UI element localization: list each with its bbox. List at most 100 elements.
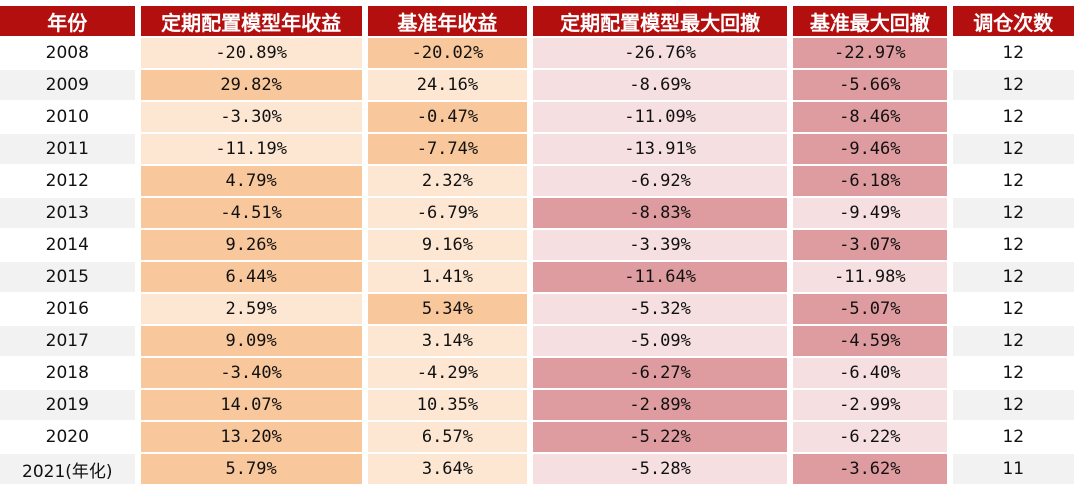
header-trades: 调仓次数 [952,6,1074,36]
trades-cell: 12 [952,324,1074,356]
table-row: 2010 -3.30% -0.47% -11.09% -8.46% 12 [0,100,1074,132]
bench-return-cell: 10.35% [367,388,528,420]
model-return-cell: 9.09% [140,324,362,356]
model-return-cell: -3.40% [140,356,362,388]
model-return-cell: 6.44% [140,260,362,292]
model-drawdown-cell: -6.27% [533,356,788,388]
model-drawdown-cell: -5.32% [533,292,788,324]
model-return-cell: 14.07% [140,388,362,420]
table-row: 2017 9.09% 3.14% -5.09% -4.59% 12 [0,324,1074,356]
bench-return-cell: 5.34% [367,292,528,324]
trades-cell: 12 [952,132,1074,164]
bench-drawdown-cell: -22.97% [793,36,947,68]
header-row: 年份 定期配置模型年收益 基准年收益 定期配置模型最大回撤 基准最大回撤 调仓次数 [0,6,1074,36]
trades-cell: 12 [952,420,1074,452]
table-row: 2008 -20.89% -20.02% -26.76% -22.97% 12 [0,36,1074,68]
year-cell: 2014 [0,228,135,260]
model-drawdown-cell: -13.91% [533,132,788,164]
table-row: 2015 6.44% 1.41% -11.64% -11.98% 12 [0,260,1074,292]
model-return-cell: 2.59% [140,292,362,324]
bench-return-cell: -4.29% [367,356,528,388]
year-cell: 2017 [0,324,135,356]
bench-drawdown-cell: -3.62% [793,452,947,484]
bench-drawdown-cell: -4.59% [793,324,947,356]
year-cell: 2010 [0,100,135,132]
year-cell: 2013 [0,196,135,228]
model-return-cell: 5.79% [140,452,362,484]
bench-drawdown-cell: -6.22% [793,420,947,452]
model-return-cell: -20.89% [140,36,362,68]
trades-cell: 12 [952,356,1074,388]
trades-cell: 12 [952,68,1074,100]
table-header: 年份 定期配置模型年收益 基准年收益 定期配置模型最大回撤 基准最大回撤 调仓次数 [0,6,1074,36]
trades-cell: 12 [952,388,1074,420]
table-row: 2013 -4.51% -6.79% -8.83% -9.49% 12 [0,196,1074,228]
year-cell: 2018 [0,356,135,388]
bench-return-cell: -6.79% [367,196,528,228]
table-row: 2019 14.07% 10.35% -2.89% -2.99% 12 [0,388,1074,420]
bench-drawdown-cell: -8.46% [793,100,947,132]
year-cell: 2008 [0,36,135,68]
table-row: 2012 4.79% 2.32% -6.92% -6.18% 12 [0,164,1074,196]
model-drawdown-cell: -26.76% [533,36,788,68]
table-row: 2014 9.26% 9.16% -3.39% -3.07% 12 [0,228,1074,260]
bench-drawdown-cell: -5.66% [793,68,947,100]
model-return-cell: 4.79% [140,164,362,196]
bench-return-cell: 9.16% [367,228,528,260]
model-drawdown-cell: -6.92% [533,164,788,196]
table-row: 2021(年化) 5.79% 3.64% -5.28% -3.62% 11 [0,452,1074,484]
year-cell: 2019 [0,388,135,420]
model-drawdown-cell: -5.22% [533,420,788,452]
model-return-cell: -11.19% [140,132,362,164]
bench-drawdown-cell: -5.07% [793,292,947,324]
bench-drawdown-cell: -9.46% [793,132,947,164]
bench-return-cell: 3.64% [367,452,528,484]
model-drawdown-cell: -5.28% [533,452,788,484]
bench-return-cell: 3.14% [367,324,528,356]
year-cell: 2009 [0,68,135,100]
year-cell: 2012 [0,164,135,196]
year-cell: 2016 [0,292,135,324]
year-cell: 2021(年化) [0,452,135,484]
bench-drawdown-cell: -9.49% [793,196,947,228]
header-model-return: 定期配置模型年收益 [140,6,362,36]
year-cell: 2011 [0,132,135,164]
bench-drawdown-cell: -11.98% [793,260,947,292]
trades-cell: 12 [952,100,1074,132]
model-return-cell: 13.20% [140,420,362,452]
model-return-cell: -4.51% [140,196,362,228]
trades-cell: 12 [952,36,1074,68]
year-cell: 2015 [0,260,135,292]
header-year: 年份 [0,6,135,36]
bench-return-cell: 6.57% [367,420,528,452]
bench-drawdown-cell: -3.07% [793,228,947,260]
trades-cell: 12 [952,164,1074,196]
bench-return-cell: 2.32% [367,164,528,196]
bench-return-cell: -20.02% [367,36,528,68]
model-drawdown-cell: -11.64% [533,260,788,292]
comparison-table: 年份 定期配置模型年收益 基准年收益 定期配置模型最大回撤 基准最大回撤 调仓次数 200… [0,6,1080,484]
model-return-cell: -3.30% [140,100,362,132]
model-drawdown-cell: -11.09% [533,100,788,132]
table-row: 2020 13.20% 6.57% -5.22% -6.22% 12 [0,420,1074,452]
bench-drawdown-cell: -6.40% [793,356,947,388]
table-row: 2016 2.59% 5.34% -5.32% -5.07% 12 [0,292,1074,324]
model-drawdown-cell: -8.69% [533,68,788,100]
bench-return-cell: -0.47% [367,100,528,132]
model-drawdown-cell: -8.83% [533,196,788,228]
model-return-cell: 29.82% [140,68,362,100]
trades-cell: 12 [952,292,1074,324]
trades-cell: 12 [952,196,1074,228]
bench-return-cell: -7.74% [367,132,528,164]
header-model-drawdown: 定期配置模型最大回撤 [533,6,788,36]
year-cell: 2020 [0,420,135,452]
header-bench-return: 基准年收益 [367,6,528,36]
table-container: 年份 定期配置模型年收益 基准年收益 定期配置模型最大回撤 基准最大回撤 调仓次数 200… [0,6,1080,484]
trades-cell: 12 [952,228,1074,260]
trades-cell: 12 [952,260,1074,292]
model-drawdown-cell: -2.89% [533,388,788,420]
model-drawdown-cell: -5.09% [533,324,788,356]
bench-drawdown-cell: -2.99% [793,388,947,420]
trades-cell: 11 [952,452,1074,484]
model-drawdown-cell: -3.39% [533,228,788,260]
